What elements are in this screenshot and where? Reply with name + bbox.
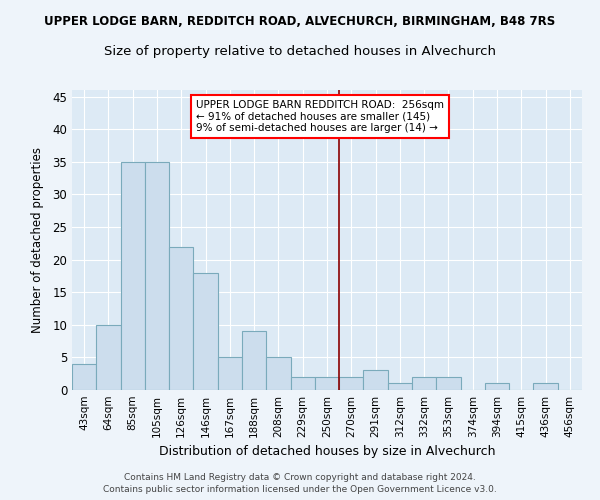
X-axis label: Distribution of detached houses by size in Alvechurch: Distribution of detached houses by size …: [159, 446, 495, 458]
Bar: [266, 358, 290, 390]
Bar: [72, 364, 96, 390]
Bar: [193, 272, 218, 390]
Y-axis label: Number of detached properties: Number of detached properties: [31, 147, 44, 333]
Bar: [339, 377, 364, 390]
Text: UPPER LODGE BARN, REDDITCH ROAD, ALVECHURCH, BIRMINGHAM, B48 7RS: UPPER LODGE BARN, REDDITCH ROAD, ALVECHU…: [44, 15, 556, 28]
Bar: [412, 377, 436, 390]
Text: Contains HM Land Registry data © Crown copyright and database right 2024.: Contains HM Land Registry data © Crown c…: [124, 473, 476, 482]
Bar: [485, 384, 509, 390]
Bar: [315, 377, 339, 390]
Bar: [145, 162, 169, 390]
Text: Size of property relative to detached houses in Alvechurch: Size of property relative to detached ho…: [104, 45, 496, 58]
Bar: [364, 370, 388, 390]
Text: Contains public sector information licensed under the Open Government Licence v3: Contains public sector information licen…: [103, 486, 497, 494]
Bar: [388, 384, 412, 390]
Bar: [290, 377, 315, 390]
Bar: [218, 358, 242, 390]
Bar: [436, 377, 461, 390]
Bar: [169, 246, 193, 390]
Bar: [533, 384, 558, 390]
Bar: [96, 325, 121, 390]
Bar: [242, 332, 266, 390]
Text: UPPER LODGE BARN REDDITCH ROAD:  256sqm
← 91% of detached houses are smaller (14: UPPER LODGE BARN REDDITCH ROAD: 256sqm ←…: [196, 100, 444, 133]
Bar: [121, 162, 145, 390]
